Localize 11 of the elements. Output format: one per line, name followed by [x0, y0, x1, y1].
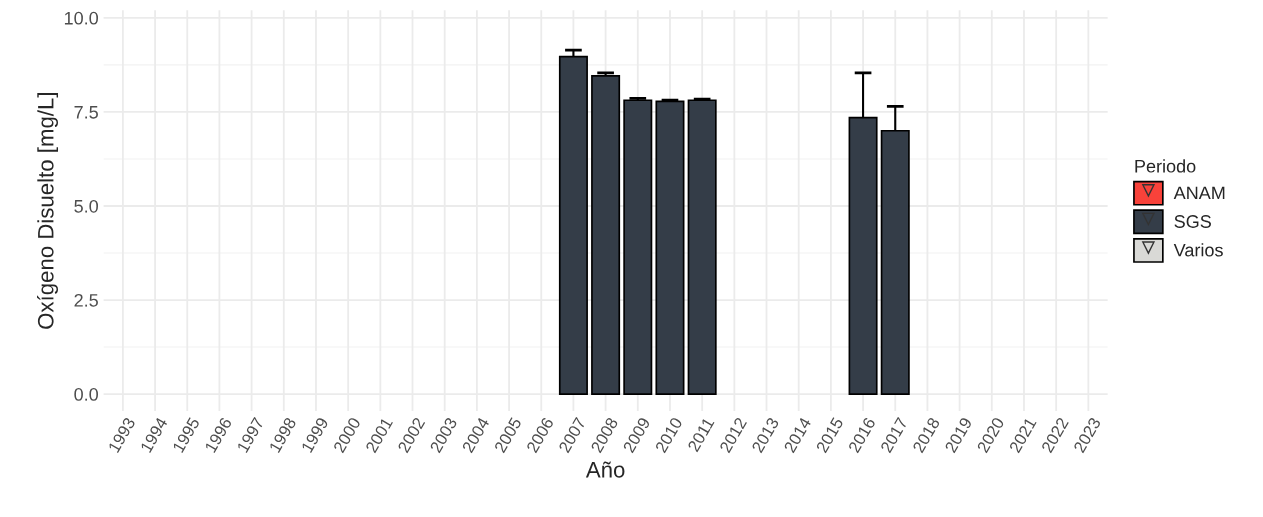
legend-label: ANAM [1173, 186, 1225, 200]
y-tick-label: 7.5 [74, 106, 98, 119]
y-axis-title: Oxígeno Disuelto [mg/L] [37, 93, 59, 329]
y-tick-label: 0.0 [74, 388, 98, 401]
legend-title: Periodo [1135, 159, 1196, 173]
y-tick-label: 2.5 [74, 293, 98, 307]
legend-label: Varios [1173, 243, 1223, 257]
y-tick-label: 10.0 [64, 11, 98, 25]
legend-label: SGS [1174, 215, 1211, 228]
x-axis-title: Año [585, 461, 625, 478]
y-tick-label: 5.0 [74, 199, 98, 213]
